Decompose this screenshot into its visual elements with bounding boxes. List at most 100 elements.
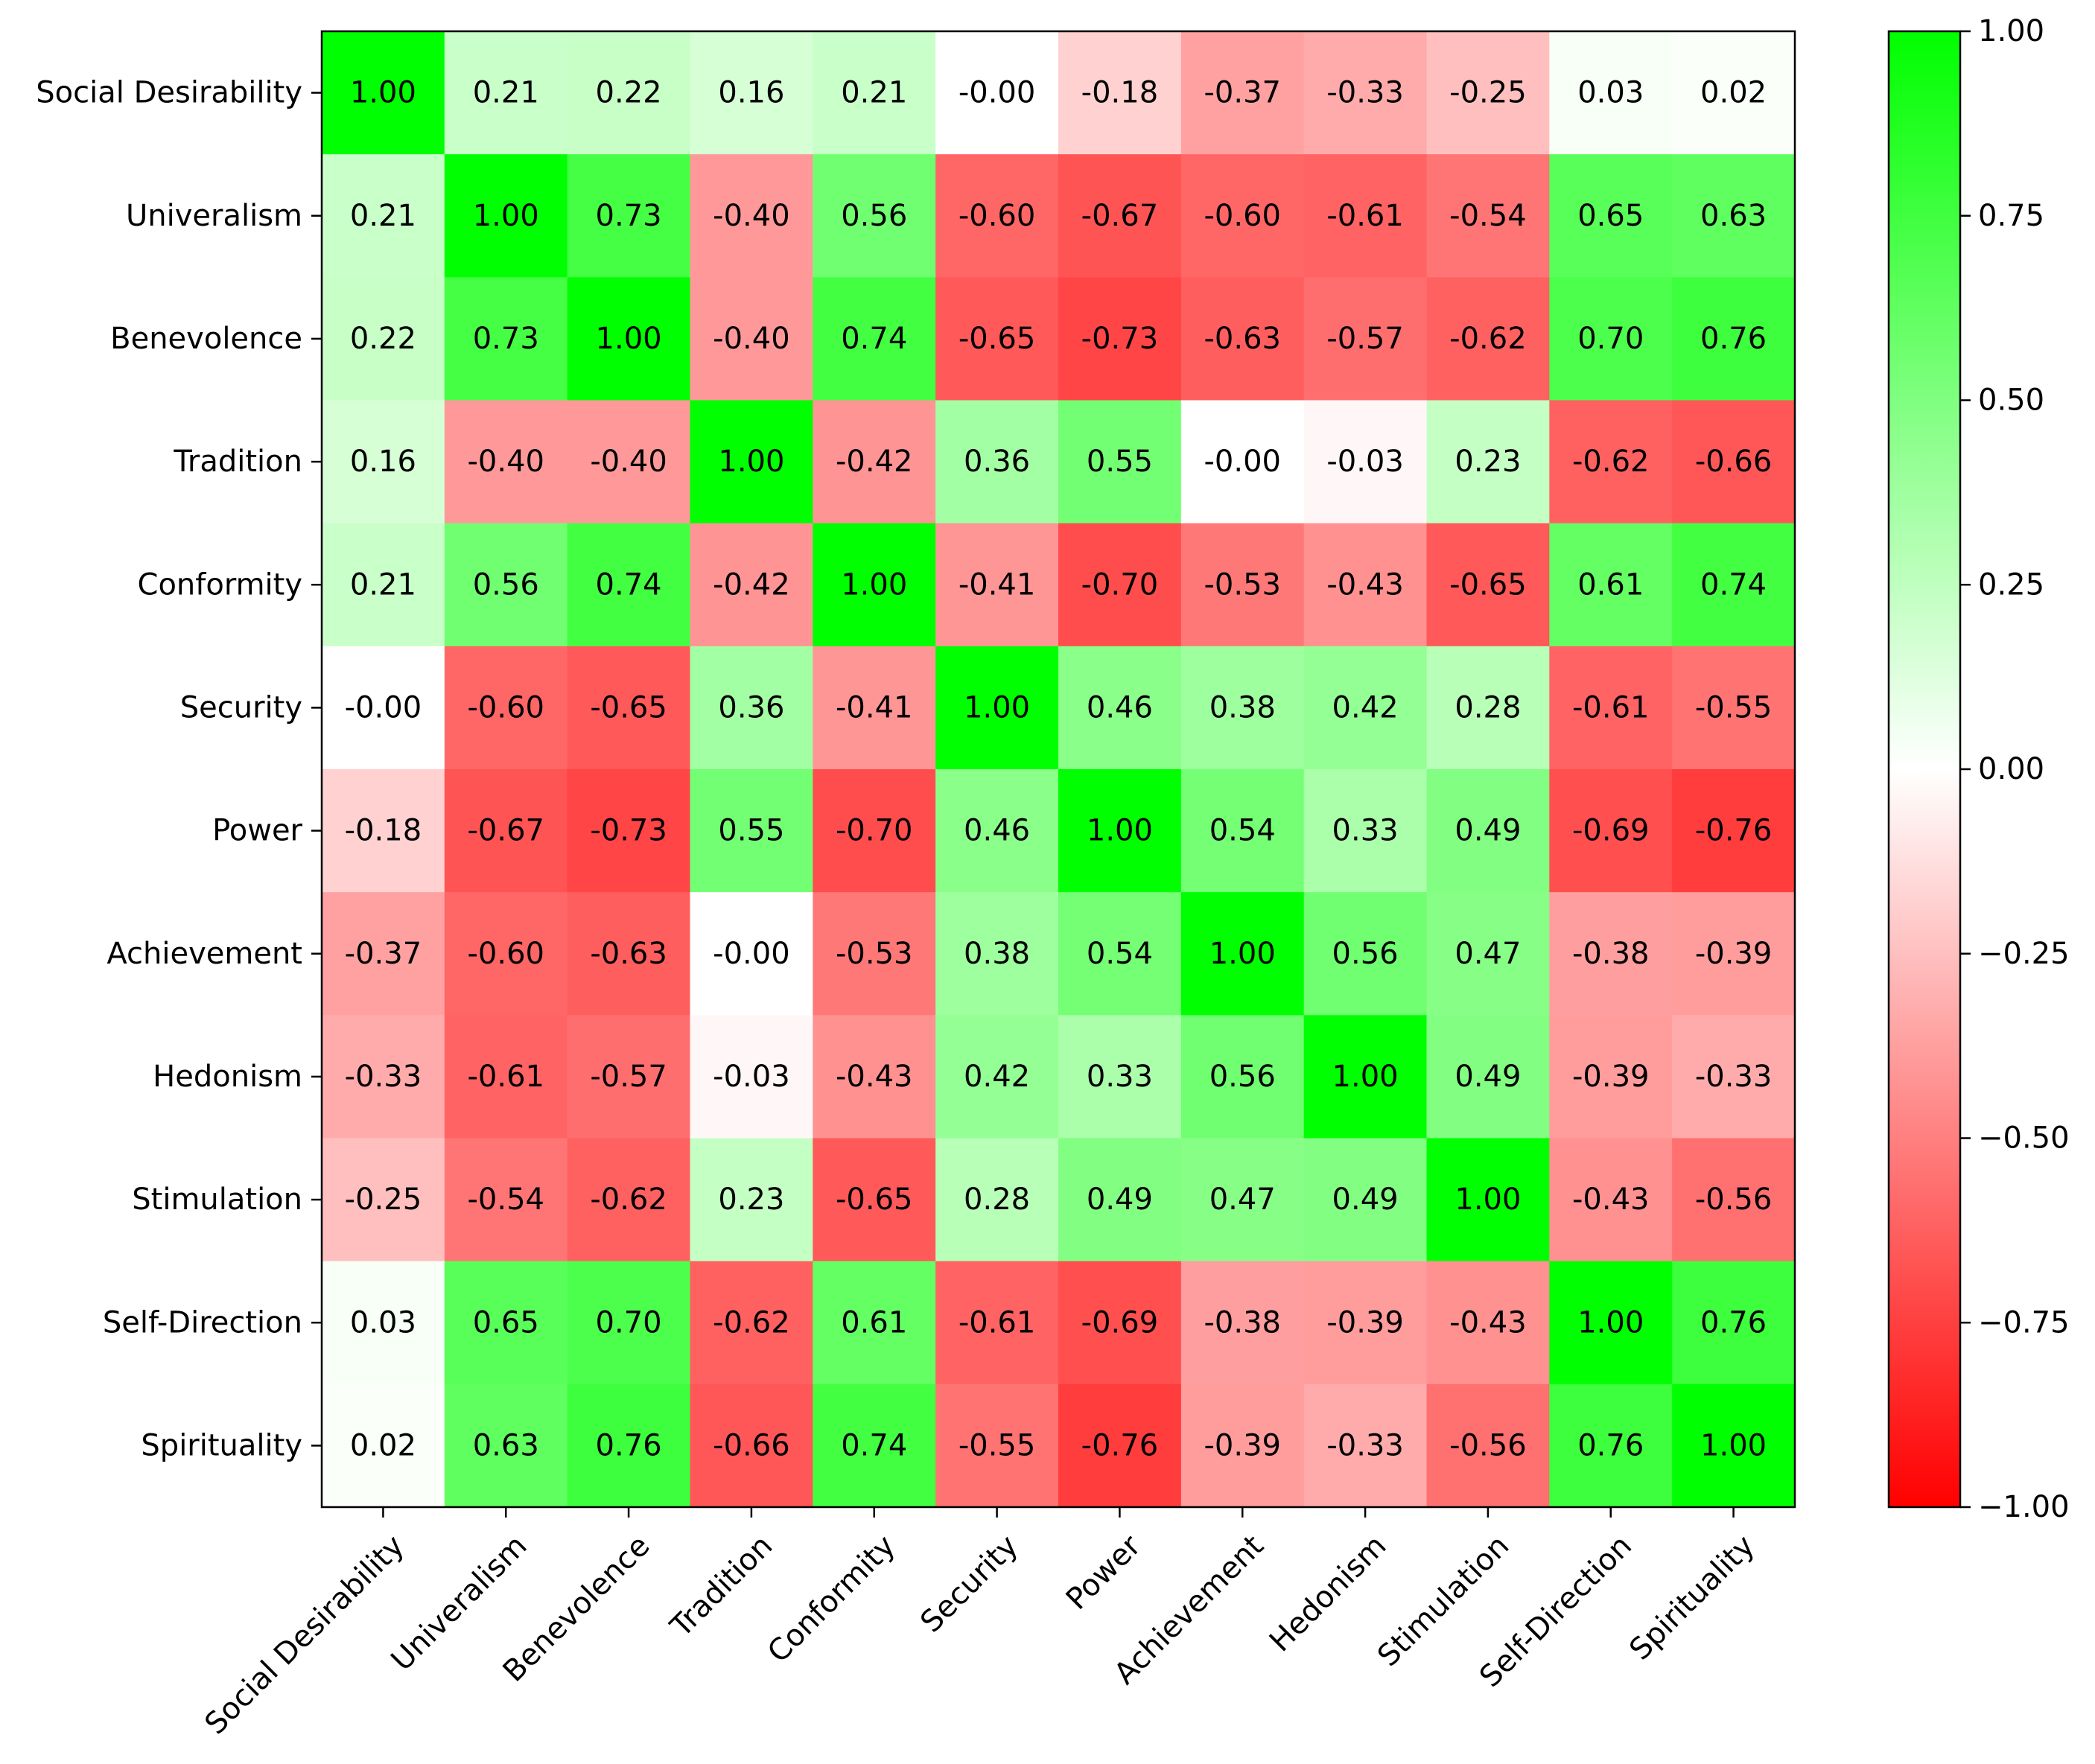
cell-value-r7-c5: 0.38 <box>964 937 1030 971</box>
heatmap-cell-r1-c9 <box>1426 154 1550 278</box>
cell-value-r1-c8: -0.61 <box>1326 199 1404 233</box>
cell-value-r2-c5: -0.65 <box>959 322 1036 356</box>
heatmap-cell-r0-c2 <box>567 31 691 155</box>
cell-value-r8-c3: -0.03 <box>713 1060 790 1094</box>
y-tick-label: Security <box>180 690 302 725</box>
heatmap-cell-r6-c4 <box>813 769 936 893</box>
heatmap-cell-r9-c8 <box>1303 1138 1428 1262</box>
heatmap-cell-r8-c7 <box>1180 1015 1305 1139</box>
heatmap-cell-r1-c1 <box>444 154 568 278</box>
cell-value-r8-c4: -0.43 <box>836 1060 913 1094</box>
heatmap-cell-r7-c11 <box>1672 892 1796 1016</box>
heatmap-cell-r4-c6 <box>1058 523 1182 647</box>
heatmap-cell-r8-c2 <box>567 1015 691 1139</box>
cell-value-r6-c0: -0.18 <box>345 814 422 848</box>
heatmap-cell-r11-c7 <box>1180 1384 1305 1508</box>
heatmap-cell-r0-c3 <box>690 31 813 155</box>
heatmap-cell-r6-c2 <box>567 769 691 893</box>
cell-value-r5-c8: 0.42 <box>1332 690 1399 725</box>
heatmap-cell-r7-c0 <box>322 892 445 1016</box>
cell-value-r0-c2: 0.22 <box>596 76 662 110</box>
cell-value-r4-c5: -0.41 <box>959 567 1036 602</box>
cell-value-r9-c10: -0.43 <box>1572 1182 1650 1217</box>
heatmap-cell-labels: 1.00 0.21 0.22 0.16 0.21 -0.00 -0.18 -0.37 -0.33… <box>345 76 1773 1463</box>
heatmap-cell-r2-c3 <box>690 277 813 401</box>
heatmap-cell-r8-c5 <box>935 1015 1059 1139</box>
cell-value-r7-c10: -0.38 <box>1572 937 1650 971</box>
heatmap-cell-r1-c6 <box>1058 154 1182 278</box>
cell-value-r3-c4: -0.42 <box>836 445 913 479</box>
heatmap-cell-r10-c9 <box>1426 1261 1550 1385</box>
cell-value-r1-c1: 1.00 <box>473 199 539 233</box>
heatmap-cell-r11-c8 <box>1303 1384 1428 1508</box>
cell-value-r3-c5: 0.36 <box>964 445 1030 479</box>
cell-value-r9-c8: 0.49 <box>1332 1182 1399 1217</box>
cell-value-r4-c7: -0.53 <box>1204 567 1282 602</box>
cell-value-r8-c8: 1.00 <box>1332 1060 1399 1094</box>
heatmap-cell-r11-c10 <box>1549 1384 1673 1508</box>
heatmap-cell-r3-c11 <box>1672 400 1796 524</box>
cell-value-r11-c10: 0.76 <box>1577 1428 1644 1462</box>
cell-value-r11-c8: -0.33 <box>1326 1428 1404 1462</box>
heatmap-cell-r10-c2 <box>567 1261 691 1385</box>
heatmap-cell-r5-c3 <box>690 646 813 770</box>
heatmap-cell-r2-c7 <box>1180 277 1305 401</box>
heatmap-cell-r11-c0 <box>322 1384 445 1508</box>
cell-value-r11-c1: 0.63 <box>473 1428 539 1462</box>
cell-value-r1-c6: -0.67 <box>1081 199 1159 233</box>
cell-value-r5-c10: -0.61 <box>1572 690 1650 725</box>
cell-value-r9-c9: 1.00 <box>1455 1182 1521 1217</box>
cell-value-r7-c4: -0.53 <box>836 937 913 971</box>
cell-value-r0-c9: -0.25 <box>1449 76 1527 110</box>
heatmap-cell-r6-c9 <box>1426 769 1550 893</box>
heatmap-cell-r7-c9 <box>1426 892 1550 1016</box>
heatmap-cell-r4-c7 <box>1180 523 1305 647</box>
heatmap-cell-r6-c5 <box>935 769 1059 893</box>
cell-value-r3-c9: 0.23 <box>1455 445 1521 479</box>
heatmap-cell-r9-c10 <box>1549 1138 1673 1262</box>
heatmap-cell-r8-c10 <box>1549 1015 1673 1139</box>
cell-value-r10-c6: -0.69 <box>1081 1305 1159 1340</box>
heatmap-cell-r5-c6 <box>1058 646 1182 770</box>
heatmap-cell-r2-c6 <box>1058 277 1182 401</box>
heatmap-cell-r2-c2 <box>567 277 691 401</box>
y-tick-label: Self-Direction <box>103 1305 302 1340</box>
heatmap-cell-r8-c1 <box>444 1015 568 1139</box>
cell-value-r1-c5: -0.60 <box>959 199 1036 233</box>
cell-value-r5-c3: 0.36 <box>718 690 784 725</box>
cell-value-r6-c11: -0.76 <box>1695 814 1773 848</box>
heatmap-cell-r8-c3 <box>690 1015 813 1139</box>
heatmap-cell-r11-c5 <box>935 1384 1059 1508</box>
heatmap-cell-r6-c0 <box>322 769 445 893</box>
heatmap-cell-r5-c2 <box>567 646 691 770</box>
cell-value-r10-c5: -0.61 <box>959 1305 1036 1340</box>
cell-value-r2-c0: 0.22 <box>350 322 416 356</box>
heatmap-cell-r2-c8 <box>1303 277 1428 401</box>
heatmap-cell-r2-c11 <box>1672 277 1796 401</box>
cell-value-r11-c0: 0.02 <box>350 1428 416 1462</box>
heatmap-cell-r5-c8 <box>1303 646 1428 770</box>
cell-value-r3-c0: 0.16 <box>350 445 416 479</box>
heatmap-cell-r0-c11 <box>1672 31 1796 155</box>
heatmap-cell-r10-c0 <box>322 1261 445 1385</box>
cell-value-r1-c7: -0.60 <box>1204 199 1282 233</box>
heatmap-cell-r4-c1 <box>444 523 568 647</box>
heatmap-cell-r6-c7 <box>1180 769 1305 893</box>
heatmap-cell-r7-c5 <box>935 892 1059 1016</box>
heatmap-cell-r5-c4 <box>813 646 936 770</box>
cell-value-r4-c9: -0.65 <box>1449 567 1527 602</box>
heatmap-cell-r2-c0 <box>322 277 445 401</box>
cell-value-r9-c2: -0.62 <box>590 1182 667 1217</box>
cell-value-r2-c2: 1.00 <box>596 322 662 356</box>
cell-value-r6-c9: 0.49 <box>1455 814 1521 848</box>
heatmap-cell-r9-c5 <box>935 1138 1059 1262</box>
cell-value-r10-c11: 0.76 <box>1700 1305 1767 1340</box>
cell-value-r8-c6: 0.33 <box>1087 1060 1153 1094</box>
cell-value-r6-c2: -0.73 <box>590 814 667 848</box>
heatmap-cell-r1-c2 <box>567 154 691 278</box>
cell-value-r5-c9: 0.28 <box>1455 690 1521 725</box>
cell-value-r7-c8: 0.56 <box>1332 937 1399 971</box>
colorbar-tick-label: 0.75 <box>1978 199 2044 233</box>
heatmap-cell-r3-c5 <box>935 400 1059 524</box>
cell-value-r10-c2: 0.70 <box>596 1305 662 1340</box>
